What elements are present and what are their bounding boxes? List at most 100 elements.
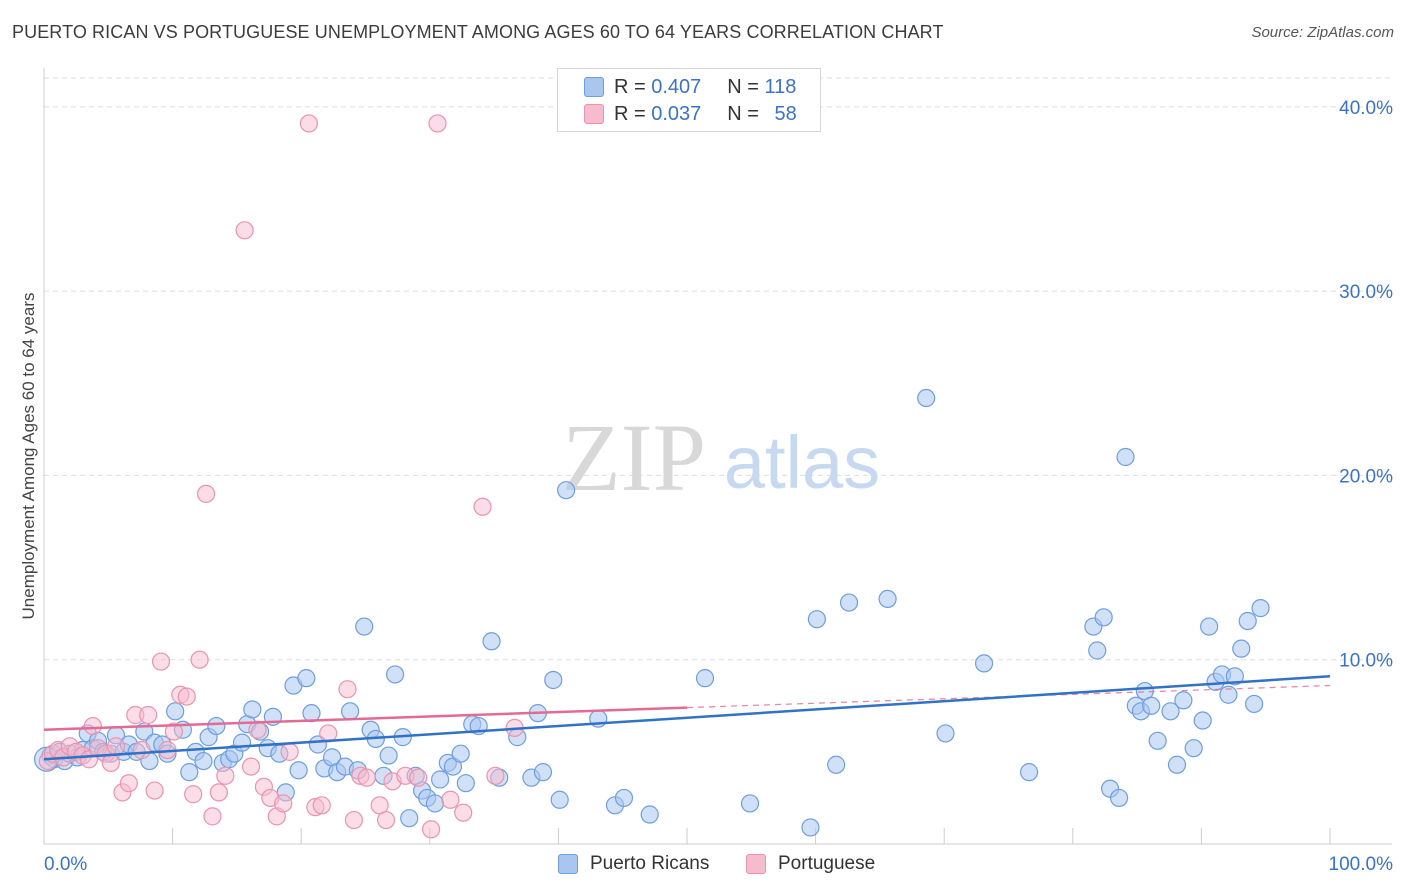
data-point-portuguese [203, 807, 222, 826]
data-point-puerto-ricans [1251, 599, 1270, 618]
data-point-portuguese [196, 484, 216, 503]
data-point-portuguese [280, 742, 299, 761]
data-point-portuguese [177, 687, 196, 706]
legend-r-label: R = [614, 75, 652, 98]
data-point-puerto-ricans [1193, 711, 1212, 730]
legend-n-value: 118 [764, 75, 797, 98]
legend-swatch-pink [584, 104, 604, 124]
x-tick-label-max: 100.0% [1329, 854, 1394, 875]
data-point-portuguese [151, 652, 171, 671]
data-point-puerto-ricans [936, 724, 955, 743]
data-point-puerto-ricans [550, 790, 569, 809]
data-point-portuguese [357, 768, 376, 787]
data-point-portuguese [216, 766, 235, 785]
data-point-puerto-ricans [1142, 696, 1161, 715]
watermark: ZIP atlas [562, 404, 880, 511]
data-point-puerto-ricans [740, 794, 760, 813]
data-point-puerto-ricans [1232, 639, 1251, 658]
data-point-puerto-ricans [180, 763, 199, 782]
data-point-puerto-ricans [379, 746, 398, 765]
data-point-puerto-ricans [456, 774, 475, 793]
data-point-portuguese [139, 705, 158, 725]
y-tick-label: 30.0% [1339, 282, 1393, 303]
data-point-portuguese [299, 114, 319, 133]
data-point-portuguese [473, 497, 492, 516]
data-point-puerto-ricans [640, 805, 659, 824]
data-point-portuguese [421, 820, 441, 839]
bottom-legend-label: Portuguese [778, 853, 876, 874]
data-point-puerto-ricans [400, 809, 419, 828]
legend-row-portuguese: R = 0.037 N = 58 [584, 101, 797, 127]
data-point-puerto-ricans [425, 794, 445, 813]
data-point-puerto-ricans [614, 788, 634, 808]
data-point-puerto-ricans [385, 665, 405, 684]
data-point-puerto-ricans [482, 632, 501, 651]
data-point-puerto-ricans [1184, 739, 1203, 758]
data-point-puerto-ricans [1200, 617, 1219, 636]
data-point-portuguese [486, 766, 505, 785]
data-point-puerto-ricans [289, 761, 308, 780]
data-point-puerto-ricans [1109, 788, 1129, 808]
data-point-puerto-ricans [1019, 763, 1039, 782]
data-point-portuguese [106, 737, 126, 756]
watermark-atlas: atlas [724, 421, 880, 504]
data-point-puerto-ricans [1225, 667, 1244, 686]
y-axis-label: Unemployment Among Ages 60 to 64 years [19, 293, 38, 620]
data-point-portuguese [409, 768, 428, 787]
data-point-puerto-ricans [355, 617, 374, 636]
legend-row-puerto-ricans: R = 0.407 N = 118 [584, 74, 796, 100]
data-point-puerto-ricans [1116, 447, 1135, 467]
data-point-portuguese [344, 810, 364, 830]
y-tick-label: 40.0% [1339, 98, 1393, 119]
data-point-portuguese [376, 810, 396, 830]
bottom-legend-portuguese: Portuguese [746, 851, 875, 877]
legend-n-value: 58 [774, 102, 797, 125]
trend-line-puerto-ricans [43, 675, 1331, 761]
legend-r-label: R = [614, 102, 652, 125]
data-point-puerto-ricans [801, 818, 820, 837]
data-point-portuguese [209, 783, 228, 802]
bottom-legend-swatch-pink [746, 854, 766, 874]
data-point-portuguese [235, 221, 254, 240]
data-point-portuguese [312, 796, 331, 815]
stats-legend: R = 0.407 N = 118 R = 0.037 N = 58 [557, 68, 821, 132]
y-tick-labels: 10.0% 20.0% 30.0% 40.0% [1339, 98, 1393, 672]
data-point-portuguese [190, 650, 209, 669]
x-tick-label-min: 0.0% [44, 854, 87, 875]
data-point-puerto-ricans [1167, 755, 1187, 774]
data-point-puerto-ricans [1174, 691, 1193, 710]
data-point-portuguese [164, 722, 183, 741]
data-point-puerto-ricans [243, 700, 262, 719]
data-point-puerto-ricans [533, 763, 553, 782]
data-point-puerto-ricans [1161, 702, 1180, 721]
data-point-portuguese [145, 781, 164, 800]
data-point-puerto-ricans [807, 610, 826, 629]
legend-n-label: N = [727, 75, 765, 98]
data-point-puerto-ricans [974, 654, 994, 673]
chart-title: PUERTO RICAN VS PORTUGUESE UNEMPLOYMENT … [12, 22, 944, 42]
data-point-puerto-ricans [1238, 611, 1257, 631]
bottom-legend-label: Puerto Ricans [590, 853, 710, 874]
data-point-puerto-ricans [695, 669, 715, 688]
data-point-puerto-ricans [1094, 608, 1113, 627]
legend-r-value: 0.407 [651, 75, 702, 98]
legend-r-value: 0.037 [651, 102, 702, 125]
data-point-portuguese [338, 680, 357, 699]
data-point-portuguese [241, 757, 261, 776]
data-point-puerto-ricans [430, 770, 450, 789]
watermark-zip: ZIP [562, 404, 706, 511]
data-point-portuguese [101, 753, 120, 773]
data-point-portuguese [274, 794, 293, 813]
source-label: Source: ZipAtlas.com [1251, 24, 1394, 41]
data-point-puerto-ricans [1219, 685, 1238, 704]
trend-line-portuguese [43, 706, 688, 731]
data-point-puerto-ricans [878, 589, 897, 609]
data-point-puerto-ricans [1088, 641, 1107, 660]
data-point-puerto-ricans [557, 481, 576, 500]
data-point-puerto-ricans [544, 670, 563, 690]
data-point-portuguese [119, 774, 138, 793]
data-point-puerto-ricans [340, 702, 360, 721]
axes [43, 68, 1392, 845]
data-point-puerto-ricans [232, 733, 252, 752]
